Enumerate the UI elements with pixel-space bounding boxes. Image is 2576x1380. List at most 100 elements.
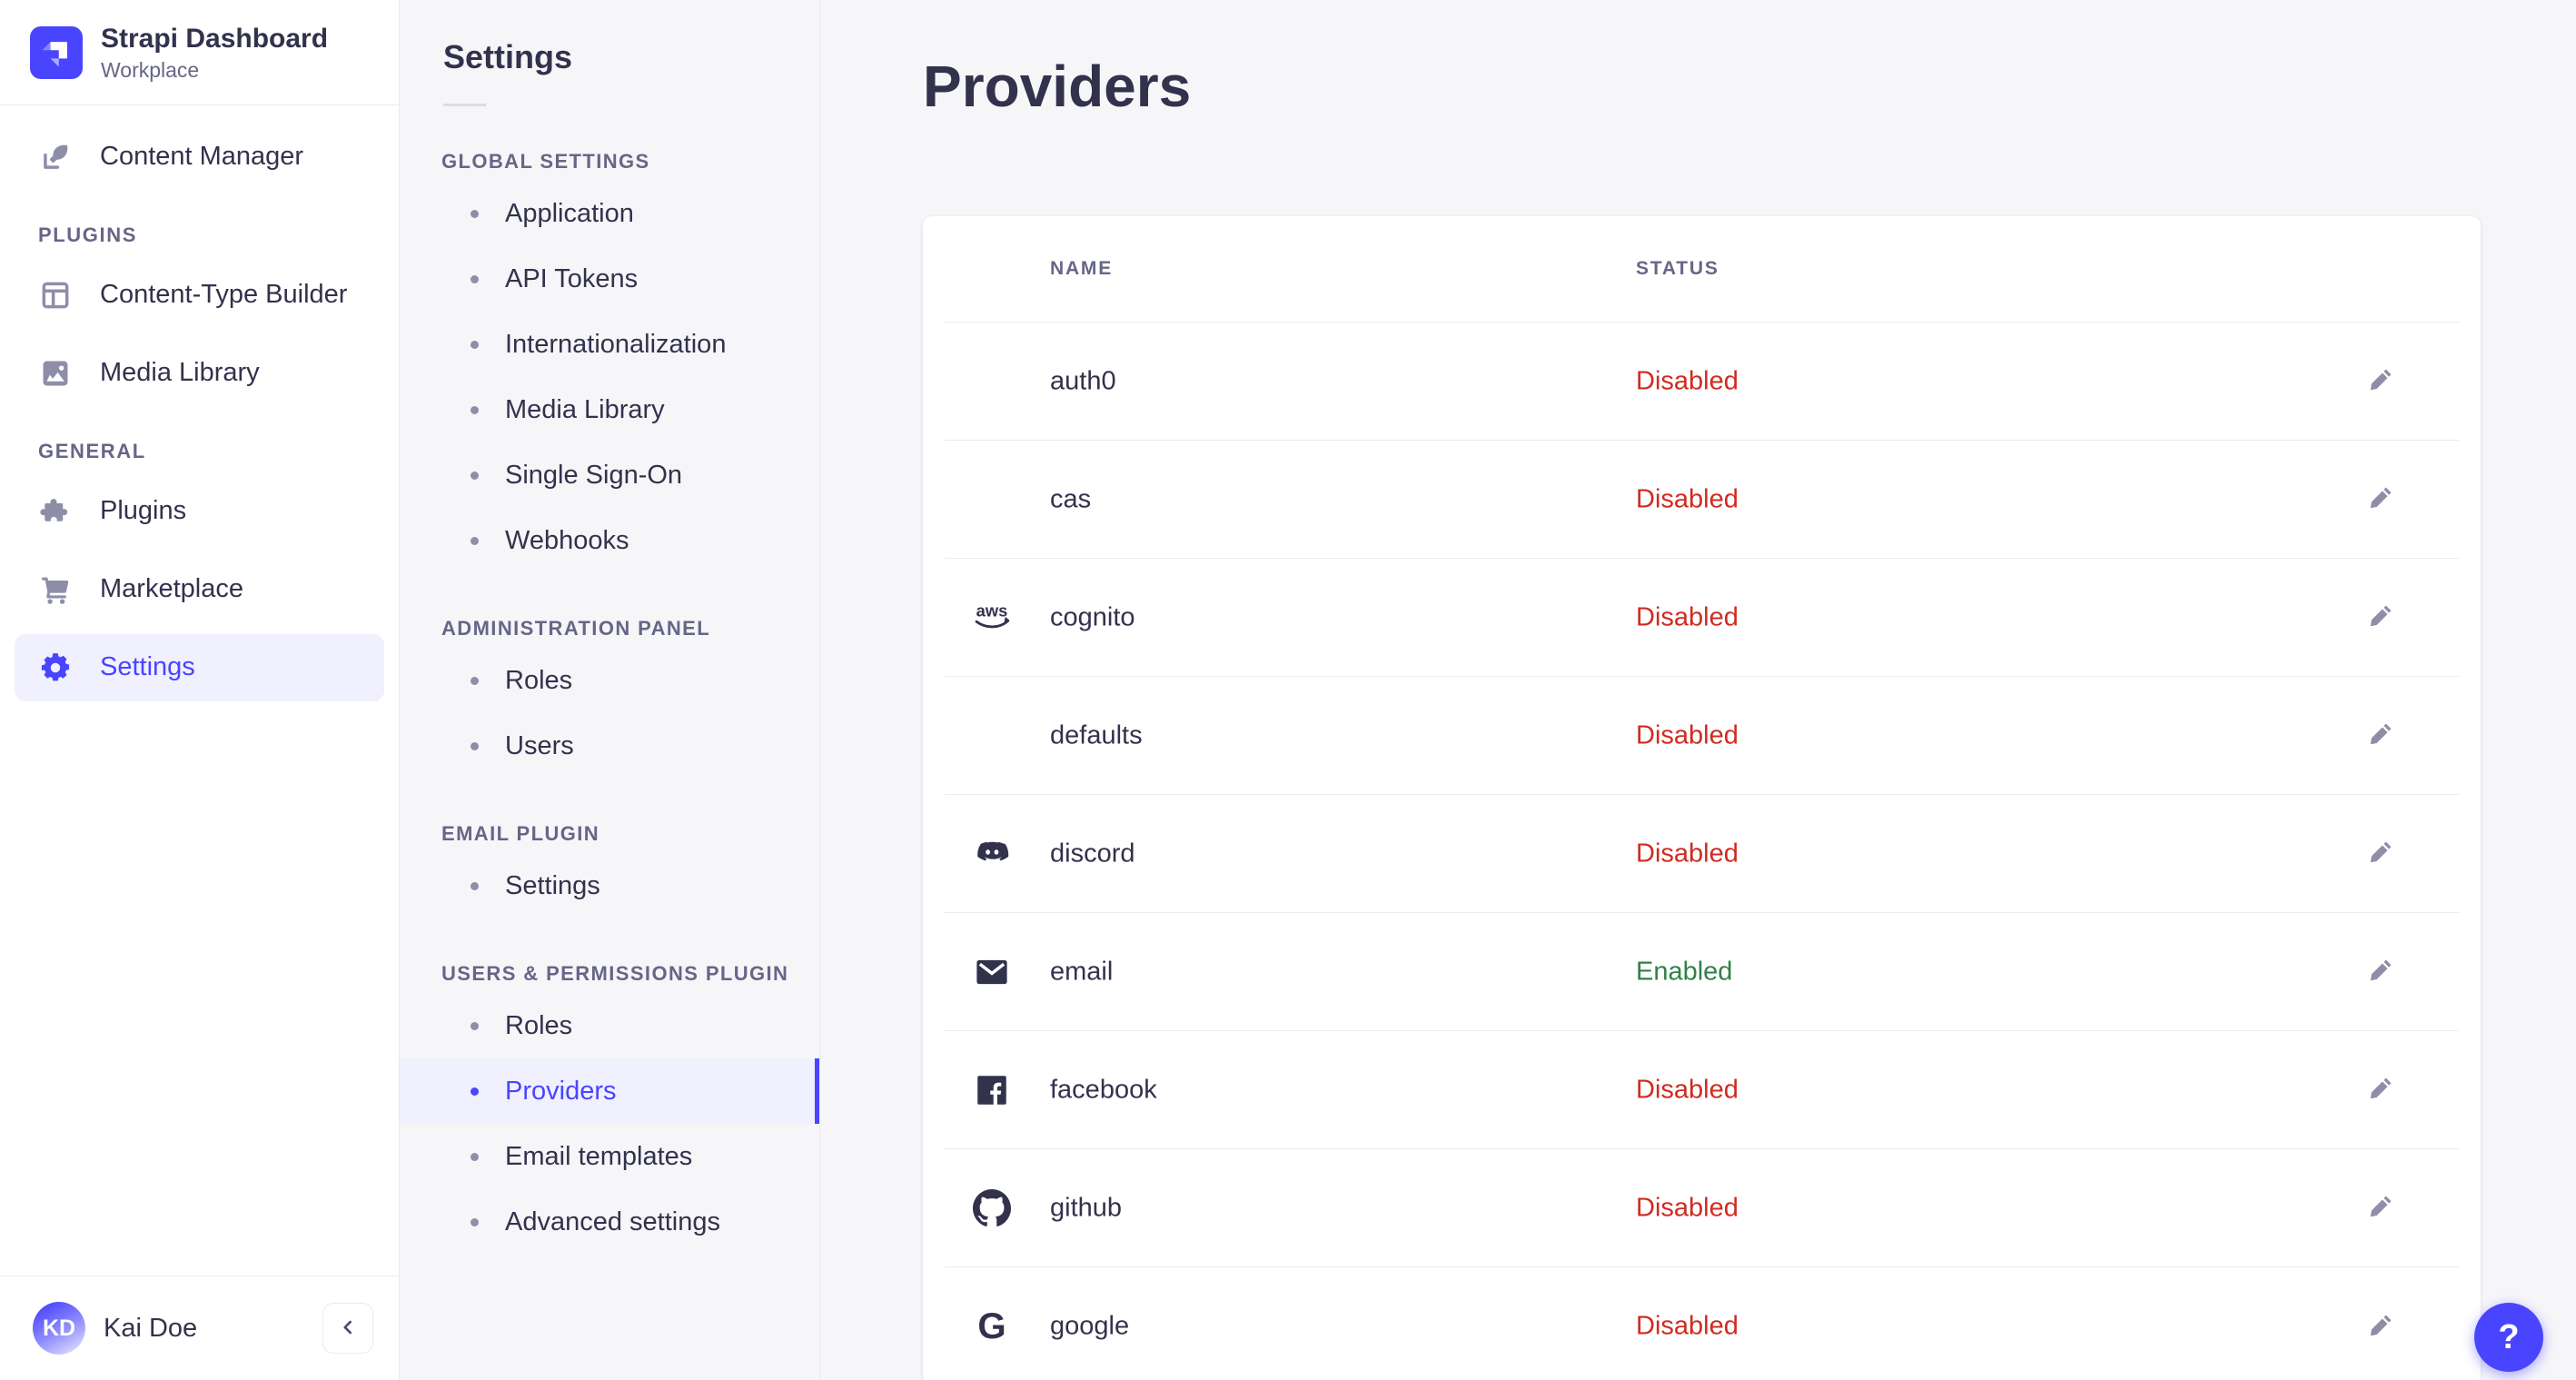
subnav-item-providers[interactable]: Providers [400, 1058, 819, 1124]
bullet-icon [471, 536, 479, 545]
edit-provider-button[interactable] [2359, 360, 2403, 403]
discord-icon [970, 834, 1014, 874]
bullet-icon [471, 1087, 479, 1096]
page-title: Providers [923, 54, 1192, 119]
status-badge: Disabled [1636, 1075, 1739, 1105]
subnav-item-label: Settings [505, 870, 600, 900]
subnav-item-users[interactable]: Users [400, 713, 819, 779]
sidebar-item-settings[interactable]: Settings [15, 633, 384, 701]
subnav-item-internationalization[interactable]: Internationalization [400, 312, 819, 377]
edit-provider-button[interactable] [2359, 714, 2403, 758]
sidebar-item-content-manager[interactable]: Content Manager [15, 124, 384, 191]
bullet-icon [471, 1217, 479, 1226]
bullet-icon [471, 1152, 479, 1161]
subnav-item-email-templates[interactable]: Email templates [400, 1124, 819, 1189]
provider-name: discord [1050, 839, 1135, 869]
workspace-title: Strapi Dashboard [101, 24, 329, 54]
content-manager-icon [38, 140, 73, 174]
bullet-icon [471, 1021, 479, 1030]
subnav-item-label: Single Sign-On [505, 460, 683, 490]
svg-text:G: G [977, 1307, 1006, 1345]
subnav-item-label: API Tokens [505, 263, 639, 293]
table-row: cas Disabled [945, 441, 2459, 560]
edit-provider-button[interactable] [2359, 1068, 2403, 1112]
sidebar-item-media-library[interactable]: Media Library [15, 340, 384, 407]
user-name: Kai Doe [104, 1313, 198, 1343]
sidebar-item-marketplace[interactable]: Marketplace [15, 556, 384, 623]
sidebar-item-content-type-builder[interactable]: Content-Type Builder [15, 262, 384, 329]
sidebar-section-label: PLUGINS [38, 223, 137, 246]
status-badge: Disabled [1636, 366, 1739, 396]
google-icon: G [970, 1306, 1014, 1346]
sidebar-section-label: GENERAL [38, 439, 146, 462]
subnav-item-single-sign-on[interactable]: Single Sign-On [400, 442, 819, 508]
edit-provider-button[interactable] [2359, 596, 2403, 640]
pencil-icon [2365, 955, 2396, 988]
edit-provider-button[interactable] [2359, 832, 2403, 876]
pencil-icon [2365, 1073, 2396, 1107]
bullet-icon [471, 405, 479, 414]
table-row: facebook Disabled [945, 1031, 2459, 1150]
email-icon [970, 952, 1014, 992]
table-body: auth0 Disabled cas Disabled aws cognito Disabl… [945, 323, 2459, 1380]
subnav-section-label: ADMINISTRATION PANEL [441, 617, 711, 640]
table-row: discord Disabled [945, 795, 2459, 914]
subnav-section-label: EMAIL PLUGIN [441, 822, 600, 845]
collapse-sidebar-button[interactable] [322, 1303, 373, 1354]
subnav-sections: GLOBAL SETTINGS Application API Tokens Inte… [400, 150, 819, 1255]
table-row: auth0 Disabled [945, 323, 2459, 442]
subnav-item-advanced-settings[interactable]: Advanced settings [400, 1189, 819, 1255]
facebook-icon [970, 1070, 1014, 1110]
help-button[interactable]: ? [2474, 1303, 2543, 1372]
edit-provider-button[interactable] [2359, 478, 2403, 521]
status-badge: Enabled [1636, 957, 1733, 987]
subnav-item-label: Advanced settings [505, 1206, 720, 1236]
settings-subnav: Settings GLOBAL SETTINGS Application API T… [400, 0, 820, 1380]
provider-name: email [1050, 957, 1114, 987]
bullet-icon [471, 209, 479, 218]
user-menu[interactable]: KD Kai Doe [33, 1302, 322, 1355]
pencil-icon [2365, 1191, 2396, 1225]
subnav-item-webhooks[interactable]: Webhooks [400, 508, 819, 573]
subnav-item-label: Roles [505, 665, 573, 695]
pencil-icon [2365, 837, 2396, 870]
status-badge: Disabled [1636, 1193, 1739, 1223]
provider-name: github [1050, 1193, 1123, 1223]
subnav-title: Settings [443, 38, 573, 75]
subnav-item-label: Email templates [505, 1141, 693, 1171]
subnav-item-label: Media Library [505, 394, 665, 424]
provider-name: facebook [1050, 1075, 1157, 1105]
sidebar-item-label: Media Library [100, 358, 260, 387]
bullet-icon [471, 340, 479, 349]
sidebar-item-label: Marketplace [100, 574, 243, 603]
subnav-section-label: USERS & PERMISSIONS PLUGIN [441, 962, 789, 985]
subnav-item-api-tokens[interactable]: API Tokens [400, 246, 819, 312]
avatar: KD [33, 1302, 85, 1355]
subnav-item-media-library[interactable]: Media Library [400, 377, 819, 442]
table-header: NAME STATUS [945, 216, 2459, 323]
pencil-icon [2365, 1310, 2396, 1344]
edit-provider-button[interactable] [2359, 1305, 2403, 1348]
svg-text:aws: aws [976, 601, 1008, 620]
subnav-item-settings[interactable]: Settings [400, 853, 819, 918]
subnav-item-roles[interactable]: Roles [400, 993, 819, 1058]
sidebar-item-plugins[interactable]: Plugins [15, 478, 384, 545]
sidebar-item-label: Content Manager [100, 142, 304, 171]
subnav-item-roles[interactable]: Roles [400, 648, 819, 713]
bullet-icon [471, 676, 479, 685]
provider-name: defaults [1050, 720, 1143, 750]
subnav-item-application[interactable]: Application [400, 181, 819, 246]
edit-provider-button[interactable] [2359, 1186, 2403, 1230]
edit-provider-button[interactable] [2359, 950, 2403, 994]
strapi-logo-icon [30, 26, 83, 80]
workspace-header: Strapi Dashboard Workplace [0, 0, 399, 105]
table-row: email Enabled [945, 913, 2459, 1032]
no-icon [970, 480, 1014, 520]
pencil-icon [2365, 364, 2396, 398]
subnav-item-label: Application [505, 198, 634, 228]
bullet-icon [471, 881, 479, 890]
divider [443, 104, 486, 106]
no-icon [970, 716, 1014, 756]
bullet-icon [471, 741, 479, 750]
main-content: Providers NAME STATUS auth0 Disabled cas Di… [820, 0, 2576, 1380]
